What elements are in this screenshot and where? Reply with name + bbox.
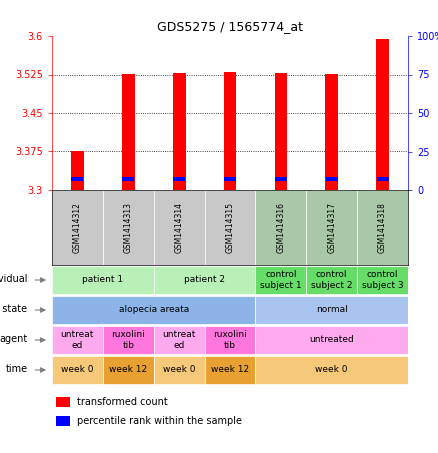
Bar [255,190,306,265]
Bar [205,356,255,385]
Bar [122,74,134,190]
Bar [224,72,237,190]
Text: patient 1: patient 1 [82,275,124,284]
Bar [52,296,255,324]
Bar [357,190,408,265]
Text: untreat
ed: untreat ed [162,330,196,350]
Text: percentile rank within the sample: percentile rank within the sample [77,415,242,426]
Bar [275,73,287,190]
Text: week 12: week 12 [211,366,249,375]
Bar [154,265,255,294]
Bar [56,397,70,407]
Text: time: time [5,363,28,374]
Text: week 0: week 0 [61,366,94,375]
Bar [306,265,357,294]
Bar [52,190,103,265]
Text: GSM1414317: GSM1414317 [327,202,336,253]
Bar [205,190,255,265]
Text: normal: normal [316,305,348,314]
Text: GSM1414312: GSM1414312 [73,202,82,253]
Text: control
subject 3: control subject 3 [362,270,403,290]
Bar [255,356,408,385]
Text: alopecia areata: alopecia areata [119,305,189,314]
Bar [52,326,103,354]
Bar [103,326,154,354]
Text: control
subject 2: control subject 2 [311,270,353,290]
Text: GSM1414318: GSM1414318 [378,202,387,253]
Text: agent: agent [0,333,28,343]
Text: ruxolini
tib: ruxolini tib [111,330,145,350]
Bar [205,326,255,354]
Bar [154,326,205,354]
Bar [173,177,185,180]
Title: GDS5275 / 1565774_at: GDS5275 / 1565774_at [157,20,303,34]
Bar [103,190,154,265]
Bar [56,416,70,426]
Text: week 12: week 12 [109,366,147,375]
Text: week 0: week 0 [163,366,195,375]
Bar [71,177,84,180]
Bar [255,265,306,294]
Text: disease state: disease state [0,304,28,313]
Bar [377,177,389,180]
Bar [122,177,134,180]
Text: GSM1414313: GSM1414313 [124,202,133,253]
Bar [306,190,357,265]
Text: individual: individual [0,274,28,284]
Text: week 0: week 0 [315,366,348,375]
Text: untreated: untreated [309,336,354,344]
Text: GSM1414316: GSM1414316 [276,202,286,253]
Bar [255,296,408,324]
Bar [224,177,236,180]
Text: GSM1414314: GSM1414314 [175,202,184,253]
Text: GSM1414315: GSM1414315 [226,202,234,253]
Bar [71,151,84,190]
Bar [326,177,338,180]
Text: ruxolini
tib: ruxolini tib [213,330,247,350]
Text: control
subject 1: control subject 1 [260,270,302,290]
Bar [357,265,408,294]
Bar [103,356,154,385]
Bar [376,39,389,190]
Bar [154,190,205,265]
Text: patient 2: patient 2 [184,275,225,284]
Bar [325,74,338,190]
Bar [52,265,154,294]
Text: untreat
ed: untreat ed [61,330,94,350]
Bar [255,326,408,354]
Bar [173,73,186,190]
Bar [275,177,287,180]
Bar [154,356,205,385]
Bar [52,356,103,385]
Text: transformed count: transformed count [77,397,168,407]
